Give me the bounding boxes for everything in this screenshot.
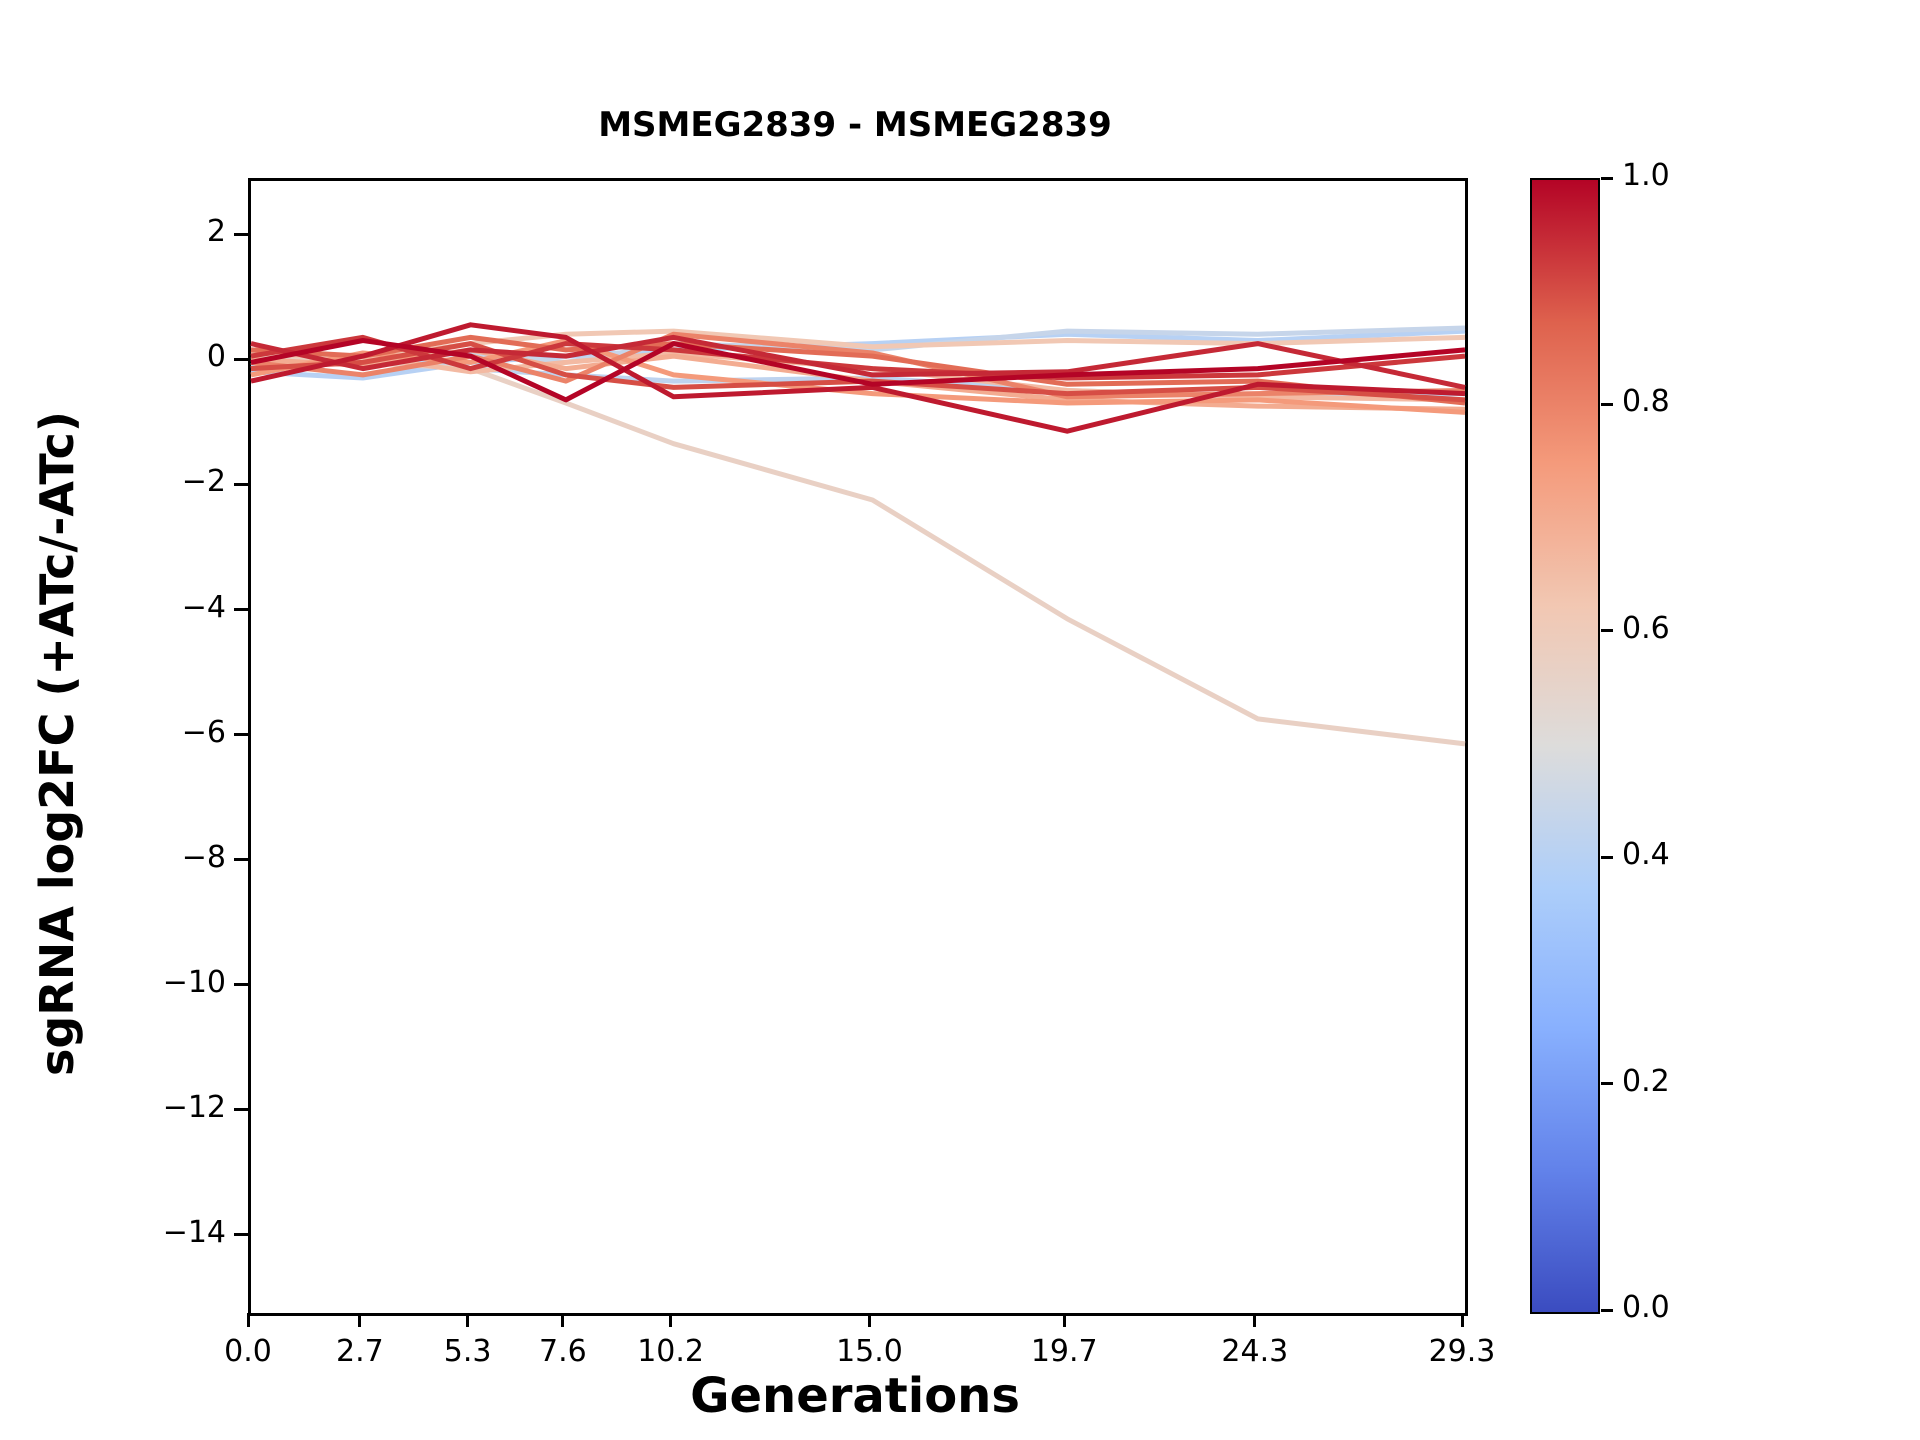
colorbar-tick-mark bbox=[1601, 176, 1613, 180]
y-tick-label: −2 bbox=[181, 464, 226, 500]
plot-area bbox=[248, 178, 1468, 1316]
y-tick-label: −12 bbox=[162, 1089, 226, 1125]
colorbar-tick-label: 1.0 bbox=[1622, 158, 1670, 193]
colorbar-tick-mark bbox=[1601, 1082, 1613, 1086]
series-line-sgRNA-13 bbox=[250, 334, 1466, 390]
colorbar-tick-mark bbox=[1601, 402, 1613, 406]
y-tick-mark bbox=[234, 482, 248, 486]
colorbar-tick-mark bbox=[1601, 629, 1613, 633]
x-tick-label: 10.2 bbox=[637, 1334, 704, 1369]
x-tick-label: 19.7 bbox=[1030, 1334, 1098, 1369]
x-tick-mark bbox=[1253, 1313, 1257, 1327]
series-line-sgRNA-09 bbox=[250, 331, 1466, 400]
colorbar-tick-label: 0.0 bbox=[1622, 1290, 1670, 1325]
x-tick-mark bbox=[561, 1313, 565, 1327]
x-tick-mark bbox=[1062, 1313, 1066, 1327]
colorbar-tick-mark bbox=[1601, 855, 1613, 859]
colorbar-tick-label: 0.2 bbox=[1622, 1063, 1670, 1099]
x-axis-label: Generations bbox=[690, 1368, 1020, 1424]
y-tick-label: 2 bbox=[206, 214, 226, 250]
y-tick-label: 0 bbox=[206, 339, 226, 375]
y-tick-label: −10 bbox=[162, 964, 226, 1000]
chart-title: MSMEG2839 - MSMEG2839 bbox=[598, 105, 1112, 145]
x-tick-label: 15.0 bbox=[836, 1334, 903, 1369]
colorbar-tick-label: 0.6 bbox=[1622, 610, 1670, 646]
x-tick-mark bbox=[358, 1313, 362, 1327]
y-tick-label: −8 bbox=[181, 839, 226, 875]
y-tick-mark bbox=[234, 608, 248, 612]
y-tick-mark bbox=[234, 858, 248, 862]
y-tick-label: −14 bbox=[162, 1214, 226, 1250]
y-tick-mark bbox=[234, 357, 248, 361]
x-tick-mark bbox=[669, 1313, 673, 1327]
series-line-sgRNA-01 bbox=[250, 353, 1466, 747]
y-tick-mark bbox=[234, 1233, 248, 1237]
y-tick-label: −4 bbox=[181, 589, 226, 625]
x-tick-mark bbox=[246, 1313, 250, 1327]
x-tick-mark bbox=[1460, 1313, 1464, 1327]
series-line-sgRNA-15 bbox=[250, 338, 1466, 403]
colorbar-tick-label: 0.4 bbox=[1622, 837, 1670, 873]
y-tick-label: −6 bbox=[181, 714, 226, 750]
y-tick-mark bbox=[234, 983, 248, 987]
y-tick-mark bbox=[234, 1108, 248, 1112]
plot-lines bbox=[250, 322, 1466, 747]
x-tick-mark bbox=[466, 1313, 470, 1327]
x-tick-mark bbox=[868, 1313, 871, 1327]
x-tick-label: 7.6 bbox=[539, 1334, 587, 1369]
y-axis-label: sgRNA log2FC (+ATc/-ATc) bbox=[30, 411, 84, 1077]
colorbar bbox=[1530, 178, 1600, 1314]
y-tick-mark bbox=[234, 232, 248, 236]
x-tick-label: 24.3 bbox=[1221, 1334, 1289, 1369]
x-tick-label: 0.0 bbox=[224, 1334, 272, 1369]
x-tick-label: 2.7 bbox=[336, 1334, 384, 1369]
y-tick-mark bbox=[234, 733, 248, 737]
colorbar-tick-label: 0.8 bbox=[1622, 384, 1670, 420]
x-tick-label: 29.3 bbox=[1428, 1334, 1496, 1369]
series-line-sgRNA-11 bbox=[250, 341, 1466, 403]
colorbar-tick-mark bbox=[1601, 1308, 1613, 1312]
x-tick-label: 5.3 bbox=[443, 1334, 492, 1369]
